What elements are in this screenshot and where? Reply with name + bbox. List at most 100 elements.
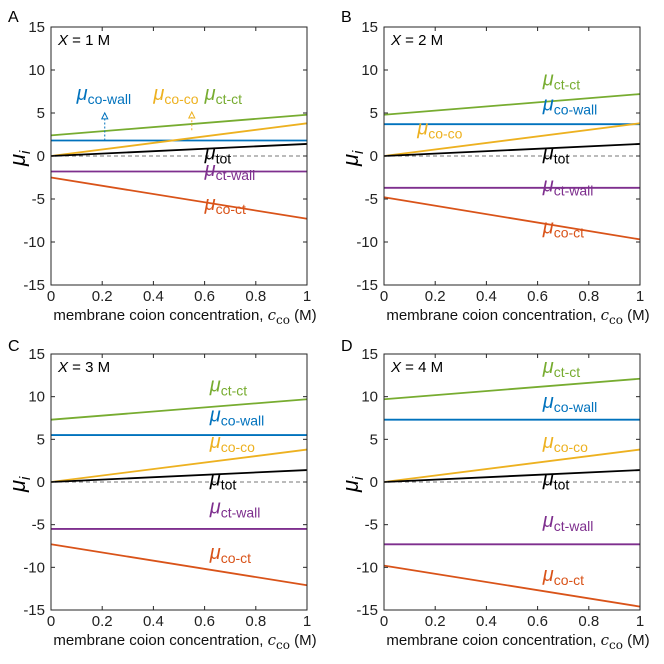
x-tick-label: 0.4 [143,613,164,630]
series-line-ct-ct [50,398,308,421]
series-label-symbol: μ [542,216,554,238]
series-label-co-ct: μco-ct [204,193,246,217]
x-tick-label: 0 [380,288,388,305]
y-axis-label-symbol: μ [5,480,30,493]
y-axis-label: μi [5,150,34,167]
series-label-tot: μtot [542,468,570,492]
y-tick-label: -15 [356,602,378,619]
x-tick-label: 0.8 [578,288,599,305]
series-label-subscript: co-co [164,91,198,107]
x-axis-label-subscript: co [609,313,623,327]
series-label-ct-wall: μct-wall [209,497,261,521]
x-tick-label: 1 [303,288,311,305]
series-label-co-co: μco-co [152,83,198,107]
series-label-subscript: ct-ct [216,91,243,107]
y-tick-label: -10 [23,559,45,576]
series-label-subscript: tot [216,150,232,166]
y-tick-label: -5 [365,517,378,534]
series-label-symbol: μ [416,118,428,140]
y-tick-label: -15 [23,602,45,619]
panel-letter: C [8,338,20,355]
x-axis-label-prefix: membrane coion concentration, [386,307,600,324]
y-tick-label: 0 [37,474,45,491]
series-label-symbol: μ [76,83,88,105]
x-tick-label: 0.4 [476,613,497,630]
series-line-co-ct [50,543,308,587]
x-axis-label-symbol: c [601,631,610,649]
x-tick-label: 0.2 [425,613,446,630]
x-axis-label-symbol: c [268,631,277,649]
series-label-subscript: co-wall [88,91,132,107]
y-tick-label: 10 [361,389,378,406]
panel-title-variable: X [57,359,69,376]
series-line-ct-ct [50,113,308,137]
x-axis-label-suffix: (M) [290,307,317,324]
y-axis-label: μi [5,476,34,493]
x-tick-label: 1 [636,613,644,630]
series-label-subscript: ct-wall [221,505,261,521]
series-label-co-ct: μco-ct [542,564,584,588]
series-line-co-ct [50,176,308,220]
y-axis-label-subscript: i [350,476,367,480]
series-label-subscript: co-co [428,126,462,142]
series-label-subscript: ct-wall [554,182,594,198]
series-label-subscript: ct-wall [554,518,594,534]
series-line-co-co [383,448,641,483]
panel-title: X = 2 M [390,32,443,49]
series-line-co-ct [383,196,641,241]
series-label-symbol: μ [204,193,216,215]
x-axis-label-suffix: (M) [290,632,317,649]
y-tick-label: -5 [32,517,45,534]
x-tick-label: 0.6 [194,288,215,305]
panel-title-value: = 4 M [401,359,443,376]
series-label-symbol: μ [542,174,554,196]
series-label-symbol: μ [542,431,554,453]
y-axis-label: μi [338,476,367,493]
series-label-symbol: μ [209,375,221,397]
x-tick-label: 0.8 [245,613,266,630]
x-axis-label-suffix: (M) [623,632,650,649]
x-tick-label: 0.6 [194,613,215,630]
panel-title-variable: X [390,359,402,376]
series-label-co-co: μco-co [542,431,588,455]
x-axis-label-symbol: c [601,306,610,324]
y-axis-label-subscript: i [350,150,367,154]
y-tick-label: -5 [365,191,378,208]
panel-letter: A [8,9,19,26]
x-tick-label: 0.8 [245,288,266,305]
panel-title: X = 4 M [390,359,443,376]
x-axis-label-prefix: membrane coion concentration, [53,632,267,649]
series-label-symbol: μ [542,391,554,413]
series-label-subscript: co-wall [554,101,598,117]
series-label-symbol: μ [204,142,216,164]
y-tick-label: 15 [361,19,378,36]
x-tick-label: 0.2 [92,613,113,630]
series-label-co-wall: μco-wall [76,83,132,107]
series-line-tot [383,469,641,483]
y-tick-label: 5 [370,105,378,122]
series-label-subscript: tot [554,476,570,492]
x-tick-label: 0 [380,613,388,630]
series-label-subscript: ct-ct [221,383,248,399]
series-label-ct-wall: μct-wall [542,174,594,198]
series-label-subscript: co-wall [554,399,598,415]
series-line-co-ct [383,564,641,608]
y-tick-label: 5 [370,431,378,448]
series-label-symbol: μ [204,83,216,105]
series-label-ct-wall: μct-wall [204,159,256,183]
x-axis-label-suffix: (M) [623,307,650,324]
series-label-subscript: co-ct [216,201,246,217]
y-tick-label: 15 [361,346,378,363]
x-tick-label: 0.4 [143,288,164,305]
series-label-ct-ct: μct-ct [542,356,581,380]
series-label-symbol: μ [542,468,554,490]
series-label-symbol: μ [542,68,554,90]
panel-title-variable: X [57,32,69,49]
series-label-subscript: tot [221,476,237,492]
y-axis-label-subscript: i [17,150,34,154]
series-label-subscript: co-co [221,439,255,455]
